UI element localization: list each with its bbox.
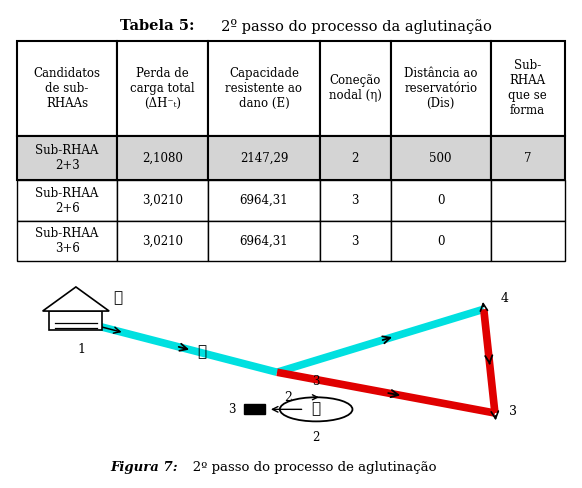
Text: 1: 1 <box>77 343 86 356</box>
Text: ⑦: ⑦ <box>197 345 206 359</box>
Text: 4: 4 <box>501 292 509 305</box>
Text: 2º passo do processo de aglutinação: 2º passo do processo de aglutinação <box>180 461 437 474</box>
Bar <box>49 311 102 329</box>
Text: Figura 7:: Figura 7: <box>110 461 178 474</box>
Text: ⑥: ⑥ <box>113 291 122 305</box>
Text: 2: 2 <box>284 391 292 404</box>
Text: ⑧: ⑧ <box>311 402 320 416</box>
Text: 3: 3 <box>313 375 320 388</box>
Polygon shape <box>42 287 109 311</box>
Bar <box>244 404 265 414</box>
Text: 3: 3 <box>509 405 517 418</box>
Text: 2: 2 <box>313 430 320 444</box>
Text: Tabela 5:: Tabela 5: <box>120 19 195 33</box>
Text: 3: 3 <box>228 403 236 416</box>
Text: 2º passo do processo da aglutinação: 2º passo do processo da aglutinação <box>198 19 492 34</box>
